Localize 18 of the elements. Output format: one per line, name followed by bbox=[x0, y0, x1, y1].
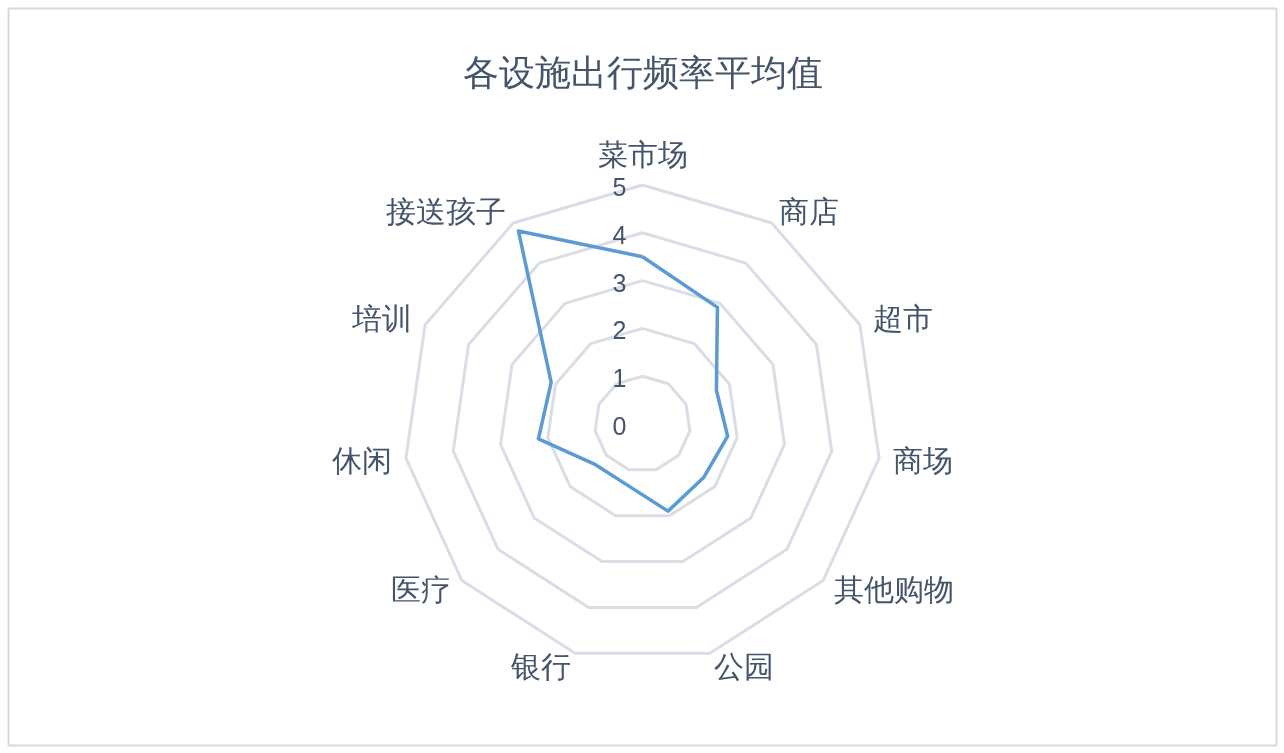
spoke-label: 医疗 bbox=[391, 573, 452, 607]
spoke-label: 商场 bbox=[892, 443, 953, 477]
spoke-label: 休闲 bbox=[332, 443, 393, 477]
y-tick-label: 2 bbox=[612, 316, 627, 345]
spoke-label: 超市 bbox=[872, 302, 933, 336]
y-tick-label: 0 bbox=[612, 412, 627, 440]
spoke-label: 商店 bbox=[779, 194, 840, 228]
spoke-label: 公园 bbox=[713, 650, 774, 684]
spoke-label: 培训 bbox=[351, 302, 413, 336]
y-tick-label: 5 bbox=[612, 173, 627, 201]
spoke-label: 菜市场 bbox=[597, 138, 688, 171]
spoke-label: 接送孩子 bbox=[385, 194, 506, 228]
spoke-label: 其他购物 bbox=[833, 573, 954, 607]
y-tick-label: 4 bbox=[612, 220, 627, 249]
y-tick-label: 3 bbox=[612, 268, 627, 297]
y-tick-label: 1 bbox=[612, 364, 627, 393]
spoke-label: 银行 bbox=[510, 650, 572, 684]
chart-title: 各设施出行频率平均值 bbox=[462, 52, 823, 93]
